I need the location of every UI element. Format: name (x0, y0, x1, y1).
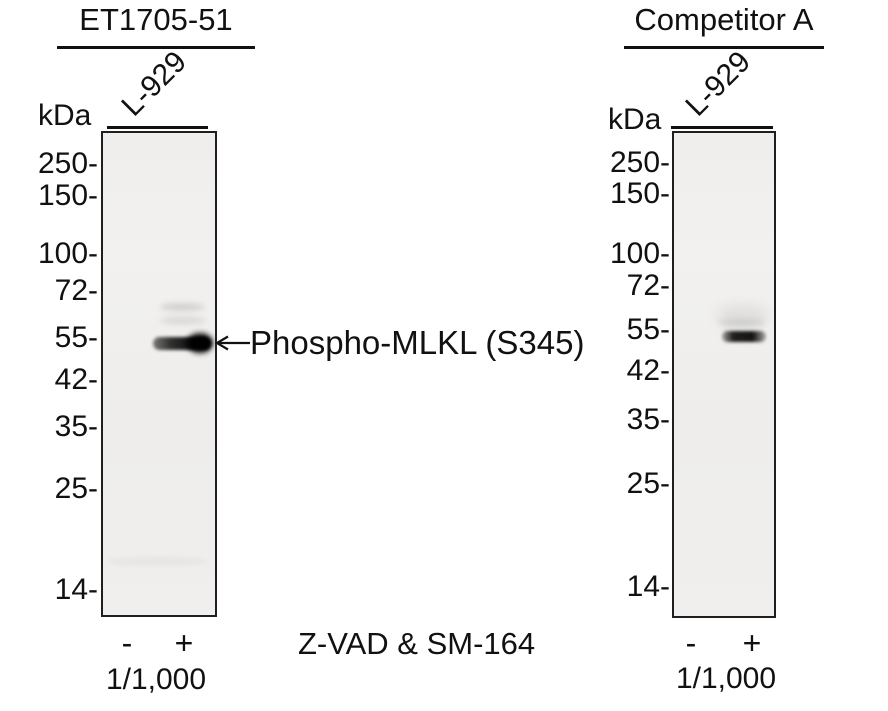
mw-marker-72: 72- (54, 274, 98, 307)
mw-ladder: 250- 150- 100- 72- 55- 42- 35- 25- 14- (570, 0, 670, 711)
kda-label: kDa (608, 103, 662, 136)
dilution-label: 1/1,000 (105, 663, 207, 696)
mw-marker-42: 42- (626, 354, 670, 387)
panel-title: Competitor A (634, 2, 814, 37)
mw-marker-55: 55- (54, 321, 98, 354)
protein-band-faint (718, 319, 766, 327)
blot-strip (672, 131, 776, 618)
protein-band-main (722, 331, 766, 342)
panel-title: ET1705-51 (79, 2, 233, 37)
mw-marker-42: 42- (54, 363, 98, 396)
lane-minus-label: - (121, 625, 133, 661)
dilution-label: 1/1,000 (675, 662, 777, 695)
mw-marker-14: 14- (626, 570, 670, 603)
title-underline (57, 46, 255, 49)
kda-label: kDa (38, 99, 92, 132)
background-smear (106, 558, 208, 565)
mw-ladder: 250- 150- 100- 72- 55- 42- 35- 25- 14- (0, 0, 98, 711)
mw-marker-100: 100- (609, 237, 670, 270)
mw-marker-25: 25- (54, 472, 98, 505)
band-arrow-icon (214, 335, 250, 351)
sample-label: L-929 (115, 45, 193, 123)
protein-band-faint-smear (716, 305, 768, 325)
mw-marker-25: 25- (626, 467, 670, 500)
mw-marker-14: 14- (54, 573, 98, 606)
protein-band-main-blob (187, 333, 213, 353)
protein-band-faint-upper (160, 303, 205, 311)
sample-underline (671, 126, 773, 129)
mw-marker-250: 250- (37, 147, 98, 180)
mw-marker-150: 150- (37, 179, 98, 212)
protein-band-faint-lower (160, 317, 206, 324)
band-annotation-label: Phospho-MLKL (S345) (250, 324, 585, 361)
mw-marker-35: 35- (626, 403, 670, 436)
lane-minus-label: - (685, 625, 697, 661)
mw-marker-72: 72- (626, 269, 670, 302)
lane-plus-label: + (174, 625, 194, 661)
mw-marker-100: 100- (37, 237, 98, 270)
title-underline (624, 46, 824, 49)
mw-marker-55: 55- (626, 313, 670, 346)
sample-label: L-929 (679, 45, 757, 123)
blot-strip (101, 131, 217, 617)
lane-plus-label: + (742, 625, 762, 661)
treatment-label: Z-VAD & SM-164 (298, 626, 536, 661)
sample-underline (107, 126, 208, 129)
mw-marker-250: 250- (609, 146, 670, 179)
mw-marker-35: 35- (54, 410, 98, 443)
mw-marker-150: 150- (609, 177, 670, 210)
